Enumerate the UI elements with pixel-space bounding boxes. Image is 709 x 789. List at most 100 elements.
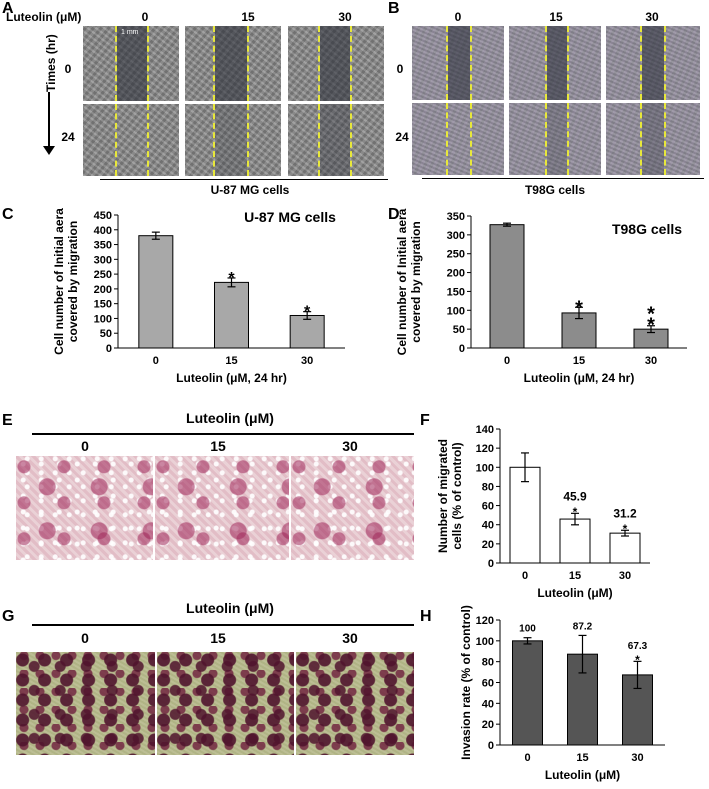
header-rule-e (32, 433, 414, 435)
micrograph-a-30-0 (288, 26, 384, 101)
chart-title: U-87 MG cells (244, 209, 336, 225)
chart-c: 0 50 100 150 200 250 300 350 400 450 0 15 * 30 * Luteol… (52, 208, 345, 385)
micrograph-b-15-0 (509, 26, 601, 100)
x-tick-label: 15 (225, 355, 237, 367)
dose-label-b-15: 15 (549, 10, 563, 24)
y-tick-label: 400 (94, 225, 112, 237)
data-label: 67.3 (628, 641, 648, 652)
bar (489, 224, 525, 349)
micrograph-a-30-24 (288, 104, 384, 176)
y-axis-label: Invasion rate (% of control) (459, 605, 473, 760)
panel-label-c: C (2, 206, 14, 223)
micrograph-b-0-24 (412, 103, 504, 175)
micrograph-a-15-24 (185, 104, 281, 176)
y-tick-label: 100 (94, 313, 112, 325)
dose-label-g-15: 15 (210, 630, 226, 646)
x-axis-label: Luteolin (μM) (537, 586, 612, 600)
micrograph-e-30 (291, 456, 414, 560)
significance-mark: * (228, 270, 235, 287)
x-tick-label: 30 (619, 570, 631, 582)
panel-label-f: F (420, 412, 430, 429)
time-arrow-head-icon (43, 146, 55, 155)
y-tick-label: 200 (447, 268, 465, 280)
y-tick-label: 350 (94, 240, 112, 252)
micrograph-g-15 (157, 652, 294, 755)
luteolin-dose-header-e: Luteolin (μM) (186, 410, 274, 426)
x-axis-label: Luteolin (μM, 24 hr) (176, 371, 287, 385)
bar (609, 532, 641, 564)
y-tick-label: 0 (488, 558, 494, 570)
micrograph-a-0-0: 1 mm (83, 26, 179, 101)
micrograph-e-0 (16, 456, 153, 560)
dose-label-a-15: 15 (241, 10, 255, 24)
time-axis-label: Times (hr) (44, 34, 58, 92)
dose-label-e-15: 15 (210, 438, 226, 454)
y-tick-label: 60 (482, 678, 494, 690)
y-axis-label: Cell number of Initial aeracovered by mi… (395, 208, 423, 355)
chart-d: 0 50 100 150 200 250 300 350 0 15 * 30 ** Luteolin (μ… (395, 208, 687, 385)
luteolin-dose-header-a: Luteolin (μM) (6, 10, 82, 24)
cell-line-label-a: U-87 MG cells (210, 183, 290, 197)
y-tick-label: 60 (482, 501, 494, 513)
bar (509, 466, 541, 564)
y-tick-label: 20 (482, 719, 494, 731)
time-label-a-0: 0 (64, 62, 72, 76)
micrograph-b-30-0 (606, 26, 700, 100)
y-tick-label: 50 (453, 324, 465, 336)
x-tick-label: 30 (645, 355, 657, 367)
chart-h: 0 20 40 60 80 100 120 0 100 15 87.2 30 *67.3 Luteolin… (459, 605, 665, 782)
y-tick-label: 150 (94, 299, 112, 311)
y-tick-label: 100 (476, 636, 494, 648)
y-tick-label: 120 (476, 615, 494, 627)
micrograph-b-0-0 (412, 26, 504, 100)
data-label: 45.9 (563, 490, 587, 504)
y-tick-label: 20 (482, 539, 494, 551)
dose-label-e-30: 30 (342, 438, 358, 454)
bar (512, 640, 543, 746)
y-tick-label: 40 (482, 520, 494, 532)
panel-label-a: A (2, 0, 14, 17)
micrograph-g-30 (296, 652, 414, 755)
y-tick-label: 350 (447, 211, 465, 223)
significance-mark: * (304, 303, 311, 320)
x-tick-label: 0 (153, 355, 159, 367)
scale-bar-text: 1 mm (121, 29, 139, 36)
x-axis-label: Luteolin (μM) (545, 768, 620, 782)
y-tick-label: 80 (482, 657, 494, 669)
luteolin-dose-header-g: Luteolin (μM) (186, 600, 274, 616)
dose-label-b-0: 0 (454, 10, 462, 24)
y-axis-label: Cell number of Initial aeracovered by mi… (52, 208, 80, 355)
bar (214, 281, 249, 349)
y-tick-label: 80 (482, 481, 494, 493)
y-tick-label: 50 (100, 328, 112, 340)
cell-line-rule-b (422, 178, 704, 179)
cell-line-rule-a (100, 179, 388, 180)
data-label: 87.2 (573, 621, 593, 632)
time-label-b-0: 0 (396, 62, 404, 76)
y-tick-label: 40 (482, 698, 494, 710)
micrograph-e-15 (155, 456, 289, 560)
y-tick-label: 150 (447, 286, 465, 298)
y-tick-label: 200 (94, 284, 112, 296)
y-tick-label: 300 (94, 254, 112, 266)
dose-label-b-30: 30 (645, 10, 659, 24)
y-tick-label: 250 (447, 249, 465, 261)
dose-label-g-0: 0 (81, 630, 89, 646)
significance-mark: * (635, 653, 640, 667)
y-tick-label: 100 (476, 462, 494, 474)
y-tick-label: 0 (106, 343, 112, 355)
data-label: 100 (519, 624, 536, 635)
cell-line-label-b: T98G cells (524, 183, 586, 197)
y-tick-label: 140 (476, 424, 494, 436)
y-tick-label: 300 (447, 230, 465, 242)
dose-label-a-0: 0 (141, 10, 149, 24)
panel-label-h: H (420, 608, 432, 625)
time-arrow (48, 92, 50, 150)
x-tick-label: 30 (301, 355, 313, 367)
y-tick-label: 120 (476, 443, 494, 455)
x-tick-label: 0 (504, 355, 510, 367)
micrograph-g-0 (16, 652, 155, 755)
y-tick-label: 0 (488, 740, 494, 752)
micrograph-b-15-24 (509, 103, 601, 175)
chart-title: T98G cells (612, 221, 682, 237)
